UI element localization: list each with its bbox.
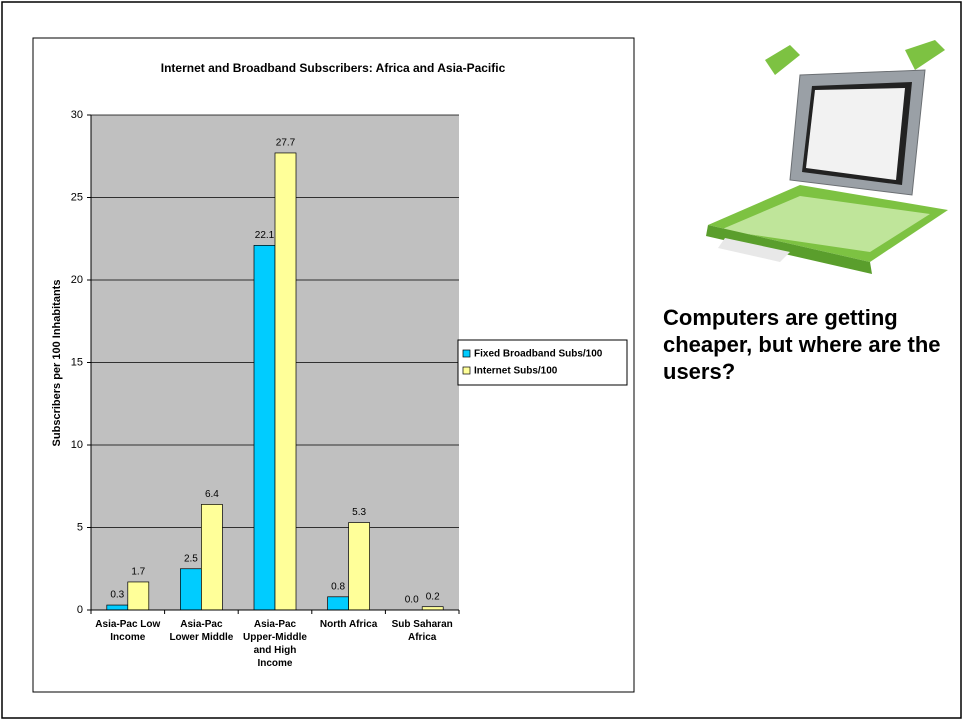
legend-label: Internet Subs/100 [474,366,558,377]
bar [106,604,129,611]
laptop-photo [706,40,948,274]
y-tick-label: 30 [71,109,83,121]
data-label: 2.5 [184,553,198,564]
bar [127,581,150,611]
y-tick-label: 25 [71,191,83,203]
legend-swatch [462,366,471,375]
bar [327,596,349,611]
x-tick-label: North Africa [319,619,378,630]
side-text: Computers are getting cheaper, but where… [663,305,941,384]
x-tick-label-box: Asia-Pac Upper-Middle and High Income [243,619,307,669]
data-label: 5.3 [352,507,366,518]
x-tick-label-box: Asia-Pac Lower Middle [169,619,234,643]
legend-box [457,339,628,386]
x-tick-label: Asia-Pac Low Income [95,619,161,643]
chart-title: Internet and Broadband Subscribers: Afri… [161,61,506,75]
x-tick-label: Sub Saharan Africa [391,619,453,643]
data-label: 27.7 [276,138,296,149]
x-tick-label-box: North Africa [319,619,378,630]
y-axis-label: Subscribers per 100 Inhabitants [51,280,63,447]
data-label: 0.3 [110,590,124,601]
bar [253,245,276,611]
bar [180,568,202,611]
x-tick-label: Asia-Pac Lower Middle [169,619,234,643]
x-tick-label-box: Sub Saharan Africa [391,619,453,643]
data-label: 22.1 [255,230,275,241]
data-label: 1.7 [131,567,145,578]
data-label: 0.0 [405,595,419,606]
y-tick-label: 10 [71,439,83,451]
x-tick-label: Asia-Pac Upper-Middle and High Income [243,619,307,669]
data-label: 0.2 [426,591,440,602]
legend-label: Fixed Broadband Subs/100 [474,349,603,360]
bar [201,504,223,611]
legend-swatch [462,349,471,358]
y-tick-label: 15 [71,356,83,368]
y-tick-label: 5 [77,521,83,533]
data-label: 0.8 [331,581,345,592]
bar [348,522,370,611]
bar [274,152,297,611]
y-tick-label: 0 [77,604,83,616]
data-label: 6.4 [205,489,219,500]
x-tick-label-box: Asia-Pac Low Income [95,619,161,643]
y-tick-label: 20 [71,274,83,286]
